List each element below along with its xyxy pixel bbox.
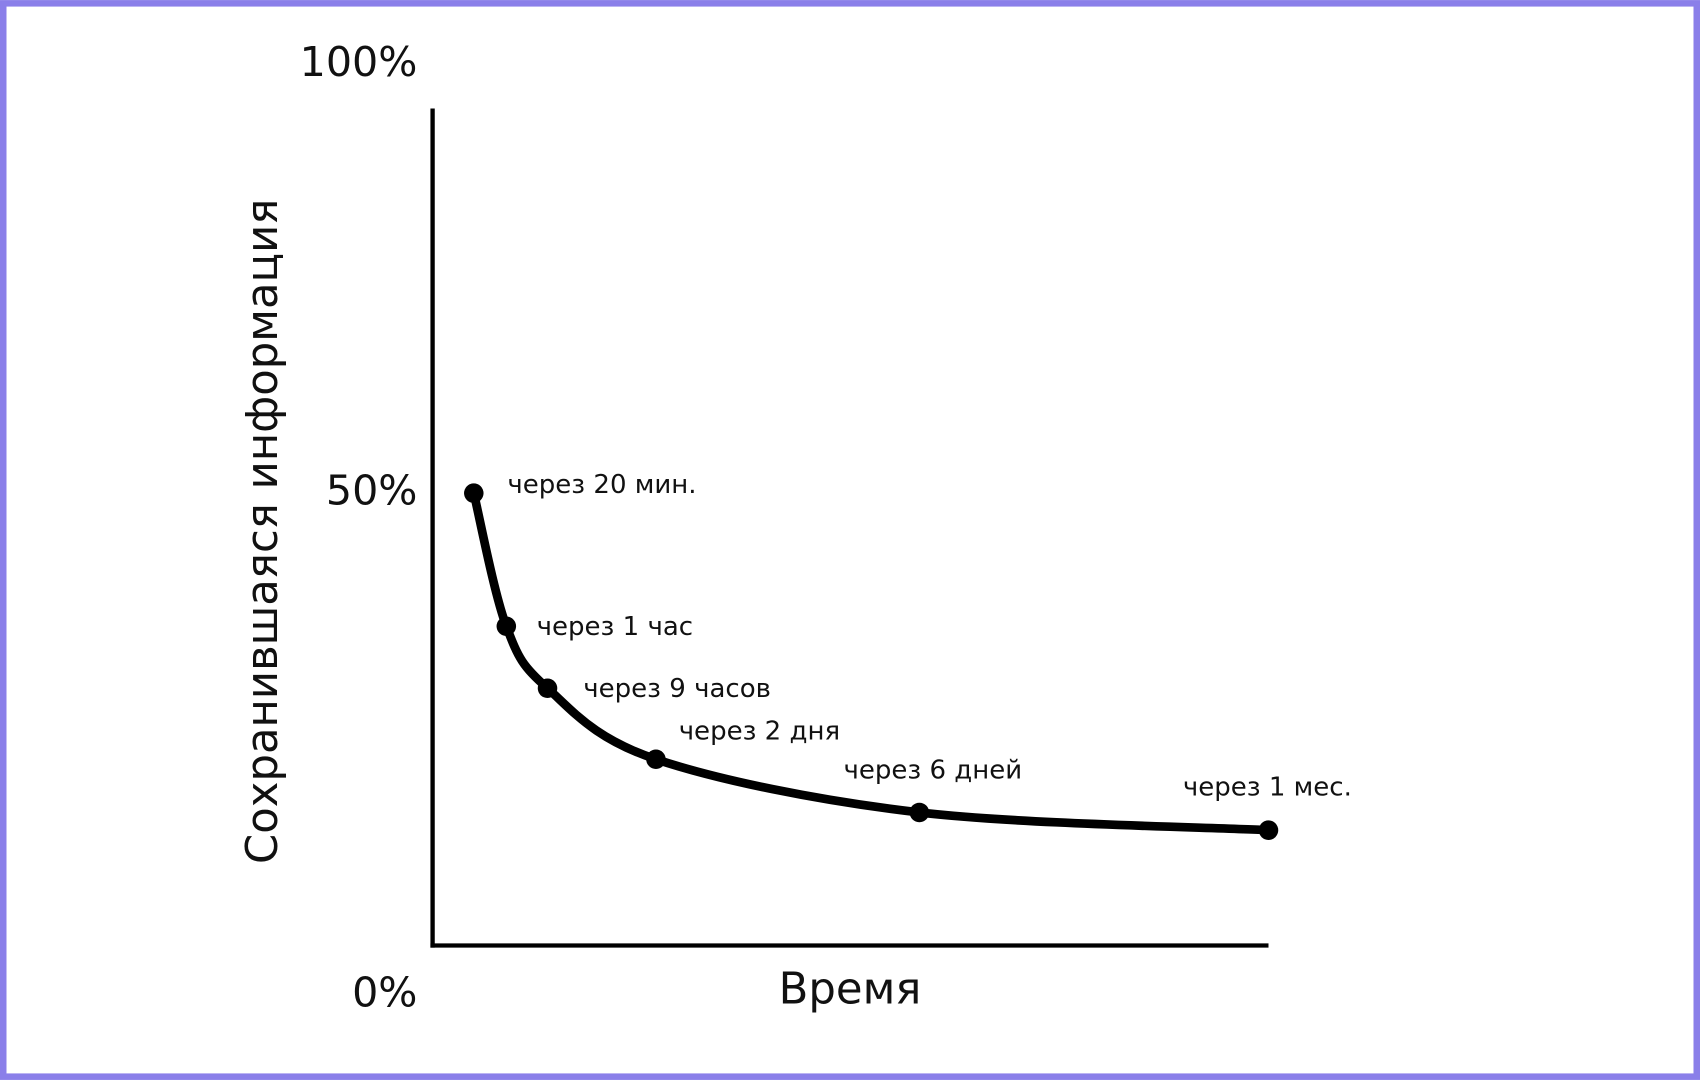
point-label: через 1 час [537,612,693,642]
x-axis-title: Время [779,965,922,1015]
point-label: через 6 дней [843,756,1022,786]
y-tick-label: 100% [300,38,418,86]
y-axis-title: Сохранившаяся информация [238,199,288,864]
point [1258,820,1279,840]
point [646,749,666,770]
point [464,483,484,503]
point-label: через 20 мин. [507,470,696,500]
y-tick-label: 50% [326,466,418,514]
point-label: через 9 часов [583,674,771,704]
point [909,802,930,823]
y-tick-label: 0% [352,968,417,1016]
point-label: через 1 мес. [1183,772,1352,802]
point [537,678,558,699]
point [496,616,517,636]
point-label: через 2 дня [679,717,840,747]
